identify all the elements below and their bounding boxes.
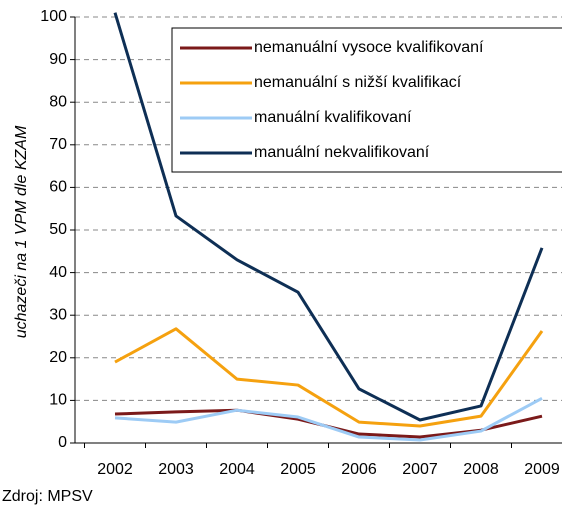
y-tick-label: 80 — [49, 93, 67, 110]
x-tick-label: 2007 — [402, 461, 438, 478]
y-tick-label: 40 — [49, 264, 67, 281]
y-tick-label: 50 — [49, 221, 67, 238]
y-tick-label: 60 — [49, 179, 67, 196]
y-tick-label: 10 — [49, 392, 67, 409]
legend-label: nemanuální s nižší kvalifikací — [254, 74, 462, 91]
source: Zdroj: MPSV — [2, 488, 93, 505]
y-tick-label: 90 — [49, 51, 67, 68]
y-tick-label: 70 — [49, 136, 67, 153]
x-tick-label: 2002 — [97, 461, 133, 478]
x-tick-label: 2003 — [158, 461, 194, 478]
series-line — [113, 12, 544, 422]
legend-label: manuální nekvalifikovaní — [254, 144, 430, 161]
y-tick-label: 30 — [49, 306, 67, 323]
legend-label: manuální kvalifikovaní — [254, 109, 412, 126]
y-axis-label: uchazeči na 1 VPM dle KZAM — [13, 125, 30, 338]
legend-label: nemanuální vysoce kvalifikovaní — [254, 39, 484, 56]
series-line — [114, 396, 543, 442]
x-tick-label: 2009 — [524, 461, 560, 478]
x-tick-label: 2005 — [280, 461, 316, 478]
x-tick-label: 2008 — [463, 461, 499, 478]
y-tick-label: 20 — [49, 349, 67, 366]
series-line — [114, 327, 544, 428]
legend-box — [171, 27, 562, 173]
x-tick-label: 2004 — [219, 461, 255, 478]
x-tick-label: 2006 — [341, 461, 377, 478]
y-tick-label: 100 — [40, 8, 67, 25]
y-tick-label: 0 — [58, 434, 67, 451]
